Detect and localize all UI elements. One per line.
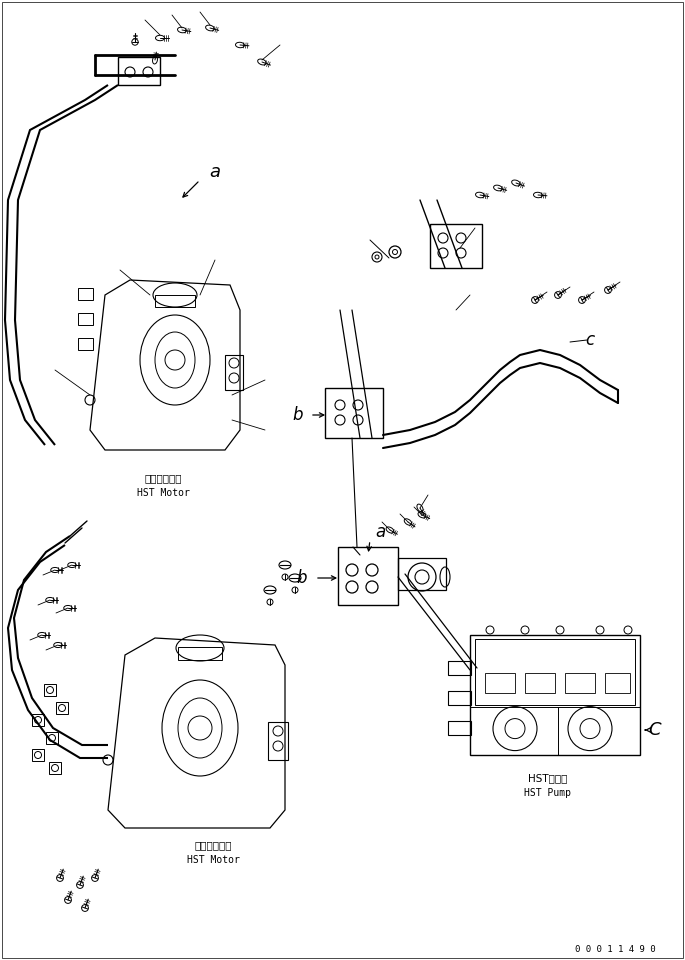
Bar — [46, 732, 58, 744]
Bar — [430, 224, 482, 268]
Text: ＨＳＴモータ: ＨＳＴモータ — [195, 840, 232, 850]
Text: C: C — [649, 721, 661, 739]
Bar — [78, 288, 93, 300]
Bar — [178, 647, 222, 660]
Text: c: c — [586, 331, 595, 349]
Bar — [155, 295, 195, 307]
Bar — [325, 388, 383, 438]
Bar — [470, 635, 640, 755]
Bar — [118, 57, 160, 85]
Bar — [338, 547, 398, 605]
Bar — [448, 661, 471, 675]
Text: a: a — [375, 523, 385, 541]
Bar — [225, 355, 243, 390]
Bar — [475, 638, 635, 705]
Bar — [448, 691, 471, 705]
Text: HSTポンプ: HSTポンプ — [528, 773, 568, 783]
Bar — [44, 684, 56, 696]
Text: HST Motor: HST Motor — [136, 488, 190, 498]
Bar — [78, 338, 93, 350]
Bar — [32, 714, 44, 726]
Text: b: b — [292, 406, 303, 424]
Text: b: b — [297, 569, 308, 587]
Bar — [525, 673, 555, 692]
Bar — [565, 673, 595, 692]
Text: a: a — [210, 163, 221, 181]
Bar — [448, 721, 471, 735]
Bar — [49, 762, 61, 774]
Text: 0 0 0 1 1 4 9 0: 0 0 0 1 1 4 9 0 — [575, 946, 656, 954]
Bar — [32, 749, 44, 761]
Bar — [56, 702, 68, 714]
Bar — [268, 722, 288, 760]
Text: HST Motor: HST Motor — [186, 855, 240, 865]
Bar — [485, 673, 515, 692]
Bar — [605, 673, 630, 692]
Bar — [398, 558, 446, 590]
PathPatch shape — [108, 638, 285, 828]
Bar — [78, 313, 93, 325]
PathPatch shape — [90, 280, 240, 450]
Text: ＨＳＴモータ: ＨＳＴモータ — [145, 473, 182, 483]
Text: HST Pump: HST Pump — [525, 788, 571, 798]
